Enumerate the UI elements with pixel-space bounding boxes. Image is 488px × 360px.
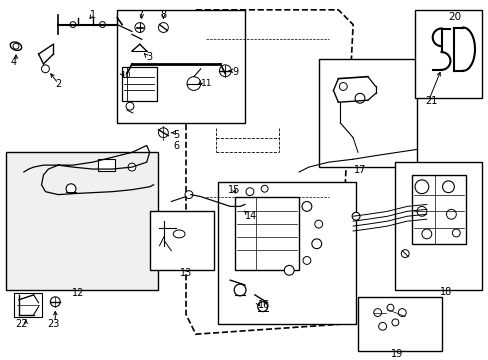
Bar [235,197,299,270]
Circle shape [126,102,134,110]
Circle shape [234,284,245,296]
Text: 12: 12 [72,288,84,298]
Circle shape [451,229,459,237]
Circle shape [100,22,105,27]
Circle shape [311,239,321,249]
Circle shape [398,309,406,316]
Text: 10: 10 [120,71,130,80]
Text: 16: 16 [257,300,269,310]
Bar [97,159,115,171]
Circle shape [261,185,267,192]
Circle shape [339,82,346,90]
Text: 17: 17 [353,165,366,175]
Circle shape [130,30,140,39]
Text: 20: 20 [447,12,460,22]
Circle shape [314,220,322,228]
Circle shape [257,302,267,312]
Circle shape [135,23,144,32]
Circle shape [303,257,310,264]
Bar [357,297,441,351]
Circle shape [13,43,19,49]
Circle shape [184,191,192,199]
Circle shape [284,265,294,275]
Bar [318,59,416,167]
Text: 15: 15 [228,185,240,195]
Text: 1: 1 [89,10,96,20]
Circle shape [41,65,49,73]
Bar [218,182,355,324]
Text: 8: 8 [160,10,166,20]
Circle shape [158,23,168,32]
Circle shape [446,210,455,219]
Circle shape [351,212,359,220]
Circle shape [186,77,201,90]
Text: 23: 23 [47,319,60,329]
Circle shape [245,188,253,195]
Text: 14: 14 [244,211,257,221]
Circle shape [414,180,428,194]
Circle shape [373,309,381,316]
Circle shape [416,206,426,216]
Text: 5: 5 [173,130,179,140]
Circle shape [219,65,231,77]
Text: 2: 2 [55,78,61,89]
Bar [411,175,465,244]
Circle shape [135,52,142,60]
Bar [395,162,481,290]
Bar [149,211,213,270]
Circle shape [354,93,364,103]
Circle shape [378,323,386,330]
Text: 6: 6 [173,140,179,150]
Bar [414,10,481,98]
Circle shape [391,319,398,326]
Text: 22: 22 [16,319,28,329]
Circle shape [401,250,408,257]
Bar [14,293,41,318]
Circle shape [158,128,168,138]
Circle shape [421,229,431,239]
Text: 3: 3 [146,52,152,62]
Circle shape [70,22,76,27]
Circle shape [128,163,136,171]
Text: 21: 21 [424,96,436,106]
Text: 13: 13 [180,268,192,278]
Circle shape [386,304,393,311]
Text: 18: 18 [440,287,452,297]
Text: 7: 7 [137,10,142,20]
Circle shape [66,184,76,194]
Text: 4: 4 [11,57,17,67]
Text: 19: 19 [390,349,403,359]
Bar [6,152,158,290]
Text: 9: 9 [232,67,238,77]
Circle shape [302,202,311,211]
Text: 11: 11 [201,78,212,87]
Bar [117,10,244,123]
Circle shape [442,181,453,193]
Bar [122,67,156,101]
Circle shape [50,297,60,307]
